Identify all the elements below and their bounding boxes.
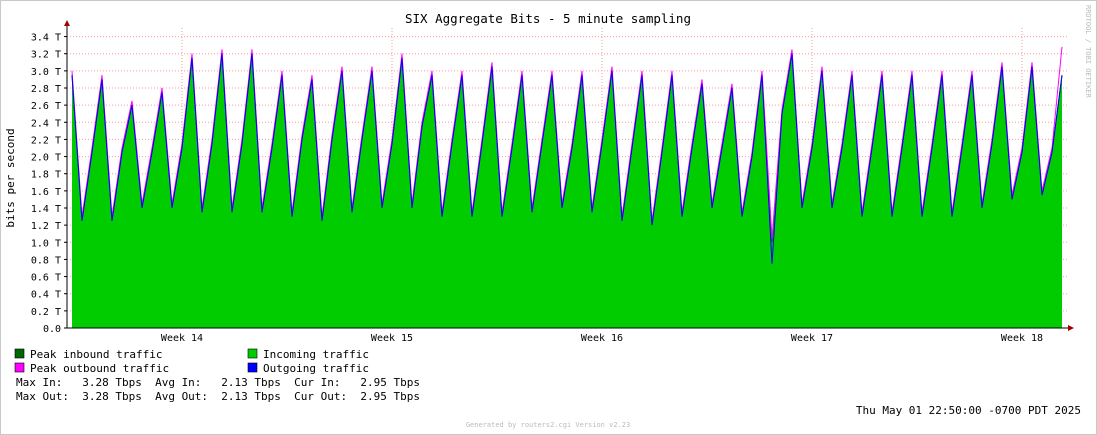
x-tick-label: Week 14: [161, 333, 203, 344]
x-tick-label: Week 16: [581, 333, 623, 344]
y-tick-label: 3.0 T: [31, 67, 61, 78]
legend-swatch: [14, 348, 25, 359]
legend-label: Incoming traffic: [263, 348, 369, 361]
y-tick-label: 1.4 T: [31, 204, 61, 215]
line: [71, 53, 1063, 264]
legend-label: Peak inbound traffic: [30, 348, 162, 361]
y-tick-label: 0.0: [43, 324, 61, 335]
y-tick-label: 0.8 T: [31, 255, 61, 266]
legend-swatch: [247, 348, 258, 359]
y-tick-label: 0.6 T: [31, 273, 61, 284]
y-tick-label: 2.0 T: [31, 153, 61, 164]
line: [71, 46, 1063, 239]
legend-swatch: [247, 362, 258, 373]
y-tick-label: 2.4 T: [31, 118, 61, 129]
y-tick-label: 2.6 T: [31, 101, 61, 112]
y-tick-label: 0.2 T: [31, 307, 61, 318]
area: [72, 53, 1062, 328]
x-tick-label: Week 18: [1001, 333, 1043, 344]
y-tick-label: 1.8 T: [31, 170, 61, 181]
side-note: RRDTOOL / TOBI OETIKER: [1084, 5, 1092, 99]
y-tick-label: 2.8 T: [31, 84, 61, 95]
chart-title: SIX Aggregate Bits - 5 minute sampling: [405, 11, 691, 26]
legend-swatch: [14, 362, 25, 373]
x-tick-label: Week 15: [371, 333, 413, 344]
x-tick-label: Week 17: [791, 333, 833, 344]
y-tick-label: 1.6 T: [31, 187, 61, 198]
stats-in: Max In: 3.28 Tbps Avg In: 2.13 Tbps Cur …: [16, 376, 420, 389]
y-tick-label: 1.2 T: [31, 221, 61, 232]
timestamp: Thu May 01 22:50:00 -0700 PDT 2025: [856, 404, 1081, 417]
y-tick-label: 2.2 T: [31, 135, 61, 146]
y-arrow: [64, 20, 70, 26]
y-tick-label: 0.4 T: [31, 290, 61, 301]
y-tick-label: 3.2 T: [31, 50, 61, 61]
footer: Generated by routers2.cgi Version v2.23: [466, 421, 630, 429]
x-arrow: [1068, 325, 1074, 331]
legend-label: Outgoing traffic: [263, 362, 369, 375]
y-tick-label: 1.0 T: [31, 238, 61, 249]
stats-out: Max Out: 3.28 Tbps Avg Out: 2.13 Tbps Cu…: [16, 390, 420, 403]
marks: [71, 46, 1063, 328]
y-axis-label: bits per second: [4, 128, 17, 227]
y-tick-label: 3.4 T: [31, 33, 61, 44]
legend-label: Peak outbound traffic: [30, 362, 169, 375]
